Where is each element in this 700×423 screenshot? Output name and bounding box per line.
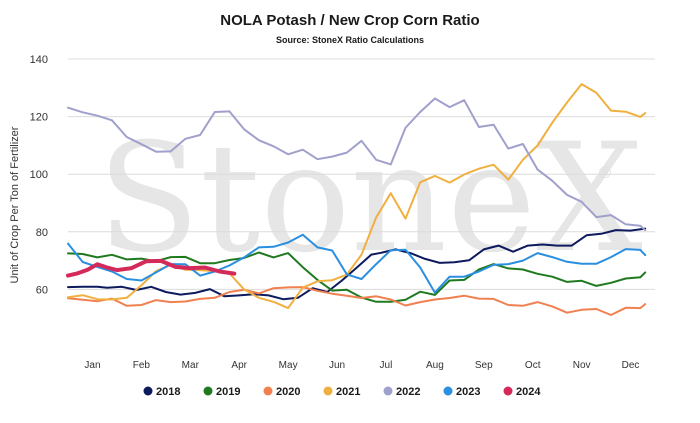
- series-line-2023: [67, 233, 647, 294]
- gridlines: [68, 58, 655, 290]
- series-lines: [66, 83, 647, 316]
- legend-marker: [323, 386, 333, 396]
- legend-label: 2021: [336, 386, 360, 398]
- legend: 2018 2019 2020 2021 2022 2023 2024: [143, 386, 542, 398]
- chart-title: NOLA Potash / New Crop Corn Ratio: [220, 12, 479, 29]
- x-tick-label: Mar: [182, 360, 200, 371]
- watermark-registered-mark: ®: [597, 163, 613, 182]
- y-axis-ticks: 60 80 100 120 140: [30, 54, 48, 296]
- x-tick-label: Apr: [231, 360, 247, 371]
- legend-item-2018[interactable]: 2018: [143, 386, 181, 398]
- legend-label: 2023: [456, 386, 480, 398]
- legend-marker: [203, 386, 213, 396]
- series-line-2022: [67, 97, 647, 232]
- legend-item-2023[interactable]: 2023: [443, 386, 481, 398]
- y-tick-label: 80: [36, 227, 48, 239]
- x-tick-label: Feb: [133, 360, 151, 371]
- x-axis-ticks: Jan Feb Mar Apr May Jun Jul Aug Sep Oct Nov Dec: [84, 360, 639, 371]
- y-tick-label: 60: [36, 284, 48, 296]
- legend-marker: [263, 386, 273, 396]
- legend-label: 2020: [276, 386, 300, 398]
- legend-marker: [443, 386, 453, 396]
- legend-marker: [503, 386, 513, 396]
- legend-item-2022[interactable]: 2022: [383, 386, 421, 398]
- y-tick-label: 120: [30, 112, 48, 124]
- x-tick-label: Nov: [573, 360, 591, 371]
- x-tick-label: Jul: [380, 360, 393, 371]
- x-tick-label: Dec: [622, 360, 640, 371]
- x-tick-label: Jan: [84, 360, 100, 371]
- y-tick-label: 140: [30, 54, 48, 66]
- x-tick-label: Oct: [525, 360, 541, 371]
- legend-label: 2018: [156, 386, 180, 398]
- chart-subtitle: Source: StoneX Ratio Calculations: [276, 35, 424, 45]
- legend-label: 2022: [396, 386, 420, 398]
- x-tick-label: Aug: [426, 360, 444, 371]
- legend-label: 2024: [516, 386, 541, 398]
- x-tick-label: Jun: [329, 360, 345, 371]
- legend-label: 2019: [216, 386, 240, 398]
- legend-item-2020[interactable]: 2020: [263, 386, 301, 398]
- y-tick-label: 100: [30, 169, 48, 181]
- legend-marker: [143, 386, 153, 396]
- series-line-2018: [67, 227, 647, 301]
- legend-item-2024[interactable]: 2024: [503, 386, 542, 398]
- legend-marker: [383, 386, 393, 396]
- legend-item-2019[interactable]: 2019: [203, 386, 241, 398]
- y-axis-label: Unit of Crop Per Ton of Fertilizer: [9, 126, 21, 283]
- legend-item-2021[interactable]: 2021: [323, 386, 361, 398]
- x-tick-label: Sep: [475, 360, 493, 371]
- series-line-2020: [67, 286, 647, 316]
- x-tick-label: May: [279, 360, 298, 371]
- series-line-2024: [66, 258, 237, 278]
